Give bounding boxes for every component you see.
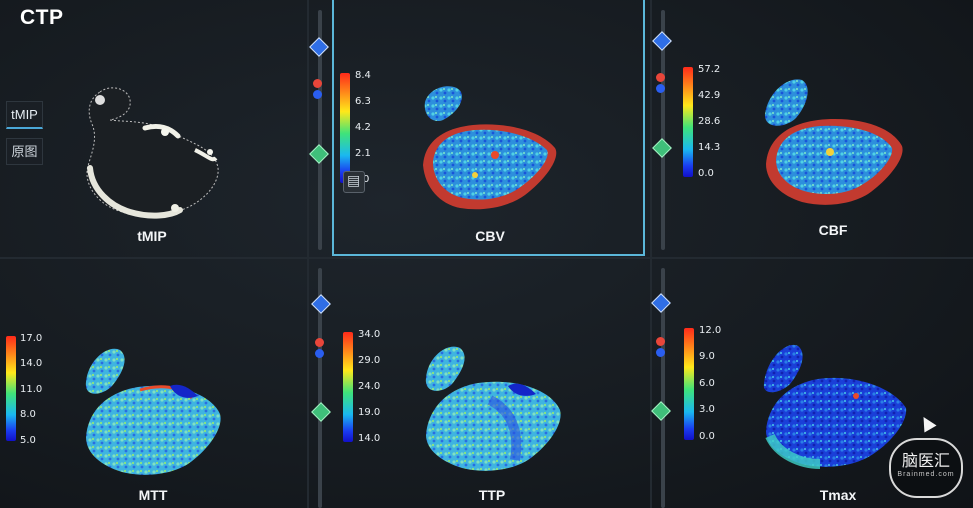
tmax-color-scale — [684, 328, 694, 440]
cbf-label: CBF — [818, 222, 848, 238]
cbv-scale-tick: 4.2 — [355, 122, 371, 133]
cbv-image[interactable] — [415, 80, 560, 215]
grid-divider-left — [307, 0, 309, 508]
cbf-scale-tick: 28.6 — [698, 116, 721, 127]
mtt-scale-tick: 8.0 — [20, 409, 36, 420]
cbf-scale-tick: 57.2 — [698, 64, 721, 75]
overlay-red-dot-2[interactable] — [656, 73, 665, 82]
grid-divider-horizontal — [0, 257, 973, 259]
tmax-scale-tick: 6.0 — [699, 378, 715, 389]
window-level-handle-1[interactable] — [309, 37, 329, 57]
tmax-image[interactable] — [760, 336, 910, 476]
overlay-red-dot-1[interactable] — [313, 79, 322, 88]
ttp-scale-tick: 14.0 — [358, 433, 381, 444]
window-width-handle-1[interactable] — [309, 144, 329, 164]
watermark-subtext: Brainmed.com — [897, 471, 955, 478]
watermark-logo: 脑医汇 Brainmed.com — [889, 438, 963, 498]
cbf-scale-tick: 14.3 — [698, 142, 721, 153]
cbv-scale-tick: 6.3 — [355, 96, 371, 107]
mtt-scale-tick: 5.0 — [20, 435, 36, 446]
overlay-blue-dot-2[interactable] — [656, 84, 665, 93]
ttp-color-scale — [343, 332, 353, 442]
cbv-label: CBV — [475, 228, 505, 244]
window-width-handle-4[interactable] — [651, 401, 671, 421]
selected-panel-frame — [332, 0, 645, 256]
mtt-image[interactable] — [80, 342, 225, 482]
window-level-handle-3[interactable] — [311, 294, 331, 314]
tab-tmip[interactable]: tMIP — [6, 101, 43, 129]
cbv-scale-tick: 2.1 — [355, 148, 371, 159]
tmax-scale-tick: 9.0 — [699, 351, 715, 362]
mtt-scale-tick: 11.0 — [20, 384, 43, 395]
tmax-label: Tmax — [819, 487, 857, 503]
cbf-scale-tick: 42.9 — [698, 90, 721, 101]
ttp-scale-tick: 29.0 — [358, 355, 381, 366]
window-width-handle-3[interactable] — [311, 402, 331, 422]
cbv-color-scale — [340, 73, 350, 183]
grid-divider-right — [650, 0, 652, 508]
cbf-color-scale — [683, 67, 693, 177]
overlay-red-dot-3[interactable] — [315, 338, 324, 347]
ttp-scale-tick: 24.0 — [358, 381, 381, 392]
tmax-scale-tick: 12.0 — [699, 325, 722, 336]
window-slider-track-3[interactable] — [318, 268, 322, 508]
tmax-scale-tick: 3.0 — [699, 404, 715, 415]
cbf-scale-tick: 0.0 — [698, 168, 714, 179]
ttp-label: TTP — [478, 487, 506, 503]
mtt-scale-tick: 14.0 — [20, 358, 43, 369]
overlay-blue-dot-3[interactable] — [315, 349, 324, 358]
cbv-scale-tick: 0 — [363, 174, 370, 185]
mtt-color-scale — [6, 336, 16, 441]
window-level-handle-4[interactable] — [651, 293, 671, 313]
window-slider-track-4[interactable] — [661, 268, 665, 508]
tmip-label: tMIP — [137, 228, 167, 244]
tmax-scale-tick: 0.0 — [699, 431, 715, 442]
app-title: CTP — [20, 6, 64, 29]
ttp-scale-tick: 34.0 — [358, 329, 381, 340]
save-icon[interactable] — [343, 171, 365, 193]
window-slider-track-1[interactable] — [318, 10, 322, 250]
window-width-handle-2[interactable] — [652, 138, 672, 158]
ttp-image[interactable] — [420, 340, 565, 480]
overlay-blue-dot-1[interactable] — [313, 90, 322, 99]
watermark-text: 脑医汇 — [901, 451, 950, 470]
window-level-handle-2[interactable] — [652, 31, 672, 51]
tab-original[interactable]: 原图 — [6, 138, 43, 165]
cbv-scale-tick: 8.4 — [355, 70, 371, 81]
overlay-blue-dot-4[interactable] — [656, 348, 665, 357]
cbf-image[interactable] — [760, 72, 905, 212]
mtt-label: MTT — [138, 487, 168, 503]
mtt-scale-tick: 17.0 — [20, 333, 43, 344]
mouse-cursor-icon — [917, 413, 937, 433]
overlay-red-dot-4[interactable] — [656, 337, 665, 346]
tmip-image[interactable] — [70, 80, 230, 225]
window-slider-track-2[interactable] — [661, 10, 665, 250]
ttp-scale-tick: 19.0 — [358, 407, 381, 418]
